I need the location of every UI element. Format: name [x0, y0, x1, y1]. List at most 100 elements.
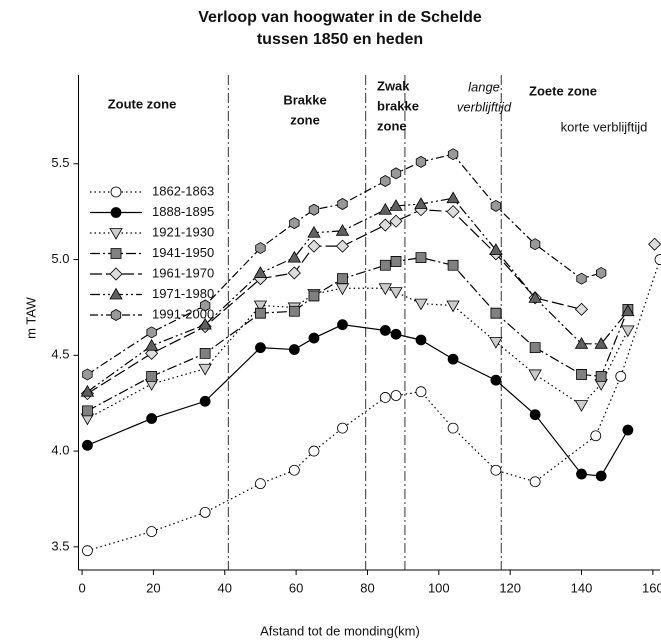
marker	[447, 353, 459, 365]
marker	[490, 199, 502, 212]
zone-label: verblijftijd	[457, 99, 512, 114]
marker	[199, 299, 211, 312]
marker	[390, 256, 402, 267]
marker	[446, 191, 460, 204]
zone-label: Zoete zone	[529, 83, 597, 98]
marker	[308, 332, 320, 344]
marker	[490, 464, 502, 476]
marker	[490, 374, 502, 386]
x-tick-label: 40	[218, 580, 232, 595]
marker	[622, 424, 634, 436]
marker	[82, 368, 93, 381]
marker	[447, 259, 459, 271]
marker	[146, 526, 158, 537]
marker	[253, 300, 268, 313]
marker	[378, 202, 392, 215]
marker	[308, 290, 320, 302]
marker	[446, 300, 460, 313]
marker	[447, 422, 459, 434]
marker	[335, 283, 350, 296]
marker	[378, 283, 392, 296]
zone-label: Zoute zone	[108, 96, 177, 111]
marker	[576, 369, 587, 380]
marker	[414, 197, 428, 209]
marker	[199, 347, 211, 359]
marker	[255, 242, 266, 255]
marker	[82, 405, 93, 417]
marker	[621, 325, 635, 338]
marker	[574, 400, 589, 412]
marker	[415, 155, 427, 168]
marker	[390, 390, 402, 401]
zone-label: korte verblijftijd	[561, 119, 648, 134]
marker	[529, 238, 541, 251]
marker	[255, 307, 266, 319]
marker	[595, 370, 607, 382]
y-axis-label: m TAW	[23, 296, 38, 338]
marker	[594, 337, 608, 349]
zone-label: Brakke	[283, 92, 326, 107]
marker	[378, 218, 392, 232]
marker	[489, 243, 503, 255]
marker	[595, 470, 607, 482]
marker	[574, 302, 589, 316]
marker	[389, 199, 403, 211]
series-line	[87, 197, 629, 393]
marker	[199, 395, 211, 407]
marker	[379, 259, 391, 271]
zone-label: zone	[290, 112, 320, 127]
y-tick-label: 5.5	[51, 155, 69, 170]
x-tick-label: 100	[428, 580, 450, 595]
series-line	[87, 259, 661, 552]
legend-label: 1961-1970	[152, 265, 214, 280]
marker	[287, 250, 302, 263]
legend-marker	[109, 267, 123, 281]
marker	[199, 506, 211, 518]
marker	[529, 342, 541, 354]
marker	[288, 344, 300, 355]
series-line	[87, 287, 629, 420]
marker	[337, 319, 348, 331]
marker	[414, 298, 428, 311]
marker	[389, 214, 403, 228]
legend-label: 1971-1980	[152, 286, 214, 301]
marker	[489, 336, 503, 349]
zone-label: zone	[377, 118, 407, 133]
marker	[574, 337, 589, 349]
marker	[335, 224, 350, 236]
marker	[415, 334, 427, 346]
marker	[529, 409, 541, 421]
marker	[379, 392, 391, 403]
marker	[307, 225, 321, 238]
marker	[390, 328, 402, 340]
marker	[529, 476, 541, 488]
legend-marker	[109, 228, 123, 240]
marker	[289, 217, 300, 230]
x-axis-label: Afstand tot de monding(km)	[260, 623, 420, 638]
zone-label: lange	[468, 79, 500, 94]
x-tick-label: 60	[289, 580, 303, 595]
marker	[146, 413, 158, 424]
series-line	[87, 324, 629, 477]
y-tick-label: 5.0	[51, 251, 69, 266]
marker	[615, 370, 627, 382]
marker	[198, 317, 212, 330]
y-tick-label: 4.0	[51, 443, 69, 458]
marker	[82, 545, 93, 557]
chart-title: tussen 1850 en heden	[257, 31, 423, 48]
marker	[648, 237, 661, 251]
y-tick-label: 3.5	[51, 538, 69, 553]
marker	[308, 203, 320, 216]
marker	[82, 439, 93, 451]
marker	[337, 273, 348, 285]
legend-marker	[109, 287, 123, 300]
series-line	[87, 257, 629, 412]
marker	[595, 266, 607, 279]
legend-marker	[110, 309, 122, 321]
marker	[146, 326, 157, 339]
x-tick-label: 80	[360, 580, 374, 595]
x-tick-label: 120	[499, 580, 521, 595]
marker	[80, 384, 95, 397]
marker	[621, 304, 635, 317]
legend-marker	[110, 207, 122, 218]
